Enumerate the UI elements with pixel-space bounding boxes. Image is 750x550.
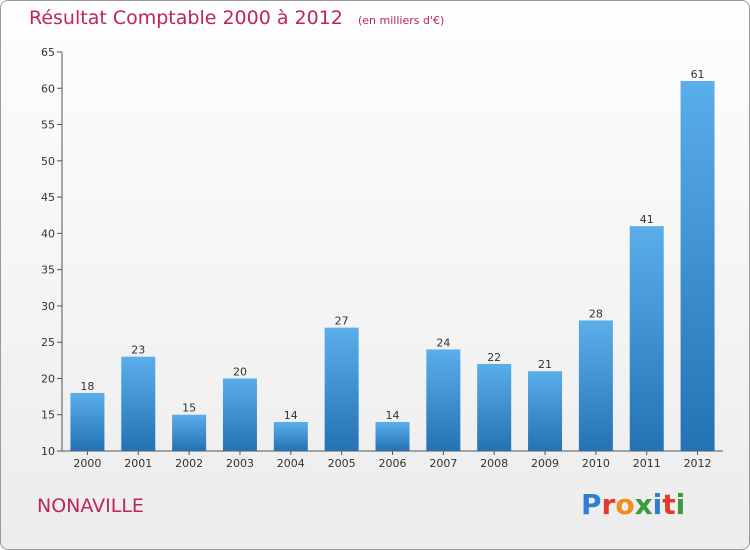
bar-value-label: 14 [284, 409, 298, 422]
chart-subtitle: (en milliers d'€) [357, 14, 445, 27]
bar-value-label: 20 [233, 365, 247, 378]
bar-value-label: 27 [335, 315, 349, 328]
logo-letter: t [662, 488, 676, 521]
bar-value-label: 24 [436, 336, 450, 349]
bar-value-label: 28 [589, 307, 603, 320]
bar-value-label: 21 [538, 358, 552, 371]
bar-value-label: 61 [691, 68, 705, 81]
bar [528, 371, 563, 451]
bar [477, 363, 512, 451]
x-tick-label: 2010 [582, 457, 610, 470]
bar [375, 421, 410, 451]
y-tick-label: 45 [41, 191, 55, 204]
y-tick-label: 35 [41, 264, 55, 277]
bar [172, 414, 207, 451]
y-tick-label: 25 [41, 336, 55, 349]
bar [324, 327, 359, 451]
chart-title: Résultat Comptable 2000 à 2012 [29, 7, 343, 29]
logo-letter: x [634, 488, 653, 521]
bar-value-label: 23 [131, 344, 145, 357]
x-tick-label: 2002 [175, 457, 203, 470]
bar [629, 226, 664, 451]
logo-letter: i [675, 488, 686, 521]
y-tick-label: 10 [41, 445, 55, 458]
bar-value-label: 18 [80, 380, 94, 393]
bar-value-label: 15 [182, 402, 196, 415]
logo-letter: o [615, 488, 635, 521]
bar-value-label: 22 [487, 351, 501, 364]
x-tick-label: 2000 [73, 457, 101, 470]
proxiti-logo[interactable]: Proxiti [581, 488, 685, 521]
x-tick-label: 2004 [277, 457, 305, 470]
y-tick-label: 30 [41, 300, 55, 313]
y-tick-label: 60 [41, 82, 55, 95]
logo-letter: r [601, 488, 616, 521]
logo-letter: P [581, 488, 602, 521]
bar [222, 378, 257, 451]
y-tick-label: 40 [41, 227, 55, 240]
y-tick-label: 50 [41, 155, 55, 168]
x-tick-label: 2008 [480, 457, 508, 470]
y-tick-label: 65 [41, 46, 55, 59]
logo-letter: i [652, 488, 663, 521]
bar [578, 320, 613, 451]
commune-name: NONAVILLE [37, 495, 144, 517]
bar [680, 81, 715, 451]
x-tick-label: 2006 [379, 457, 407, 470]
bar [273, 421, 308, 451]
bar [70, 392, 105, 451]
y-tick-label: 55 [41, 119, 55, 132]
title-row: Résultat Comptable 2000 à 2012 (en milli… [29, 7, 444, 29]
x-tick-label: 2012 [684, 457, 712, 470]
bar [426, 349, 461, 451]
x-tick-label: 2005 [328, 457, 356, 470]
bar-value-label: 41 [640, 213, 654, 226]
x-tick-label: 2011 [633, 457, 661, 470]
x-tick-label: 2007 [429, 457, 457, 470]
x-tick-label: 2001 [124, 457, 152, 470]
y-tick-label: 20 [41, 372, 55, 385]
bar [121, 356, 156, 451]
x-tick-label: 2003 [226, 457, 254, 470]
y-tick-label: 15 [41, 409, 55, 422]
x-tick-label: 2009 [531, 457, 559, 470]
bar-value-label: 14 [386, 409, 400, 422]
